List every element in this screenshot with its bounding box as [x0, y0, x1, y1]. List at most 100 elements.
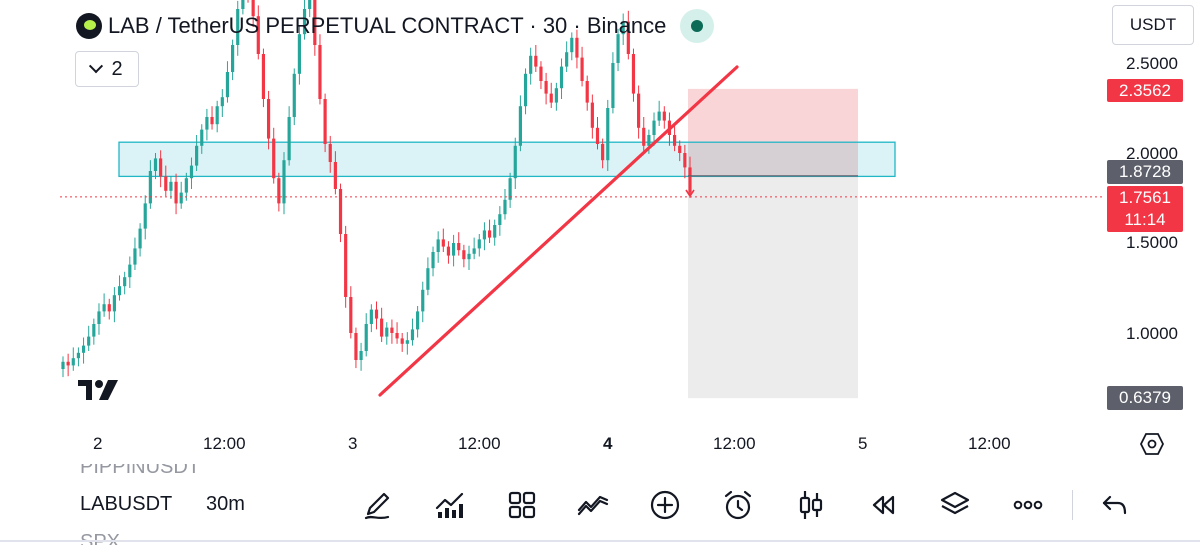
watchlist-symbol: SPX	[80, 531, 121, 545]
candle-body	[493, 225, 497, 238]
candle-body	[282, 160, 286, 204]
replay-icon[interactable]	[866, 488, 900, 522]
candle-body	[601, 144, 605, 161]
candle-body	[277, 178, 281, 204]
candle-body	[534, 55, 538, 67]
candle-body	[287, 117, 291, 161]
candle-body	[159, 158, 163, 177]
time-tick: 3	[348, 434, 358, 453]
candle-body	[133, 248, 137, 265]
candle-body	[97, 311, 101, 324]
candle-body	[472, 248, 476, 254]
candle-body	[231, 45, 235, 72]
candle-body	[354, 333, 358, 360]
candle-body	[400, 338, 404, 344]
candle-body	[102, 304, 106, 312]
time-tick: 5	[858, 434, 868, 453]
candle-body	[328, 144, 332, 162]
candle-body	[390, 327, 394, 333]
candle-body	[380, 318, 384, 337]
candle-body	[364, 324, 368, 351]
add-icon[interactable]	[648, 488, 682, 522]
candle-body	[215, 106, 219, 125]
candle-body	[210, 117, 214, 125]
indicators-toggle-button[interactable]: 2	[75, 51, 139, 87]
candle-body	[71, 358, 75, 366]
candle-body	[529, 55, 533, 74]
candle-body	[164, 176, 168, 191]
target-price-tag: 0.6379	[1107, 386, 1183, 410]
toolbar-separator	[1072, 490, 1073, 520]
candle-body	[169, 181, 173, 191]
candle-body	[575, 37, 579, 58]
indicators-icon[interactable]	[433, 488, 467, 522]
candle-body	[431, 252, 435, 269]
candle-body	[359, 351, 363, 360]
entry-price-tag: 1.8728	[1107, 160, 1183, 184]
candle-body	[308, 0, 312, 9]
candle-body	[195, 145, 199, 166]
candle-body	[395, 333, 399, 339]
candle-body	[323, 99, 327, 144]
candle-body	[205, 117, 209, 130]
candle-body	[349, 297, 353, 333]
candle-body	[554, 88, 558, 103]
chevron-down-icon	[89, 59, 104, 74]
candle-body	[518, 106, 522, 146]
trendline	[378, 65, 739, 397]
alert-icon[interactable]	[721, 488, 755, 522]
candle-body	[503, 199, 507, 215]
candle-body	[333, 162, 337, 189]
candle-body	[123, 277, 127, 287]
candle-body	[508, 178, 512, 200]
candle-body	[631, 54, 636, 94]
patterns-icon[interactable]	[576, 488, 610, 522]
pen-icon[interactable]	[360, 488, 394, 522]
candle-body	[637, 93, 641, 128]
currency-button[interactable]: USDT	[1112, 5, 1194, 45]
watchlist-item[interactable]: PIPPINUSDT 15m	[80, 464, 200, 478]
candle-body	[662, 111, 666, 121]
candle-body	[236, 9, 240, 45]
more-icon[interactable]	[1011, 488, 1045, 522]
breakdown-arrow-icon	[685, 178, 695, 198]
layout-icon[interactable]	[505, 488, 539, 522]
last-price-value: 1.7561	[1119, 188, 1171, 207]
candle-body	[467, 253, 471, 260]
candle-body	[256, 16, 260, 54]
candlestick-series	[61, 0, 692, 378]
market-status-icon[interactable]	[680, 9, 715, 43]
candle-body	[266, 99, 271, 139]
symbol-logo-icon[interactable]	[76, 13, 102, 39]
symbol-title[interactable]: LAB / TetherUS PERPETUAL CONTRACT · 30 ·…	[108, 13, 667, 38]
candle-body	[225, 72, 230, 98]
chart-settings-icon[interactable]	[1140, 432, 1164, 456]
price-tick: 2.0000	[1126, 144, 1178, 163]
candle-body	[344, 234, 348, 297]
candle-body	[559, 66, 564, 89]
candle-body	[76, 352, 81, 359]
watchlist-item[interactable]: SPX 1h	[80, 531, 120, 545]
candle-body	[318, 45, 322, 99]
candle-body	[626, 21, 630, 55]
candle-body	[410, 329, 415, 341]
candle-body	[61, 361, 65, 369]
candle-body	[92, 324, 96, 337]
support-resistance-zone	[118, 141, 896, 178]
candle-body	[647, 135, 651, 146]
candle-body	[616, 34, 620, 63]
undo-icon[interactable]	[1098, 488, 1132, 522]
candle-body	[642, 127, 646, 146]
candle-body	[657, 111, 661, 121]
candle-body	[297, 34, 302, 74]
candle-body	[590, 102, 594, 128]
watchlist-item-active[interactable]: LABUSDT 30m	[80, 493, 245, 516]
candle-body	[313, 0, 317, 45]
price-tick: 1.0000	[1126, 324, 1178, 343]
layers-icon[interactable]	[938, 488, 972, 522]
candle-body	[369, 309, 373, 324]
candle-body	[153, 158, 158, 171]
candle-type-icon[interactable]	[794, 488, 828, 522]
candle-body	[174, 181, 178, 204]
